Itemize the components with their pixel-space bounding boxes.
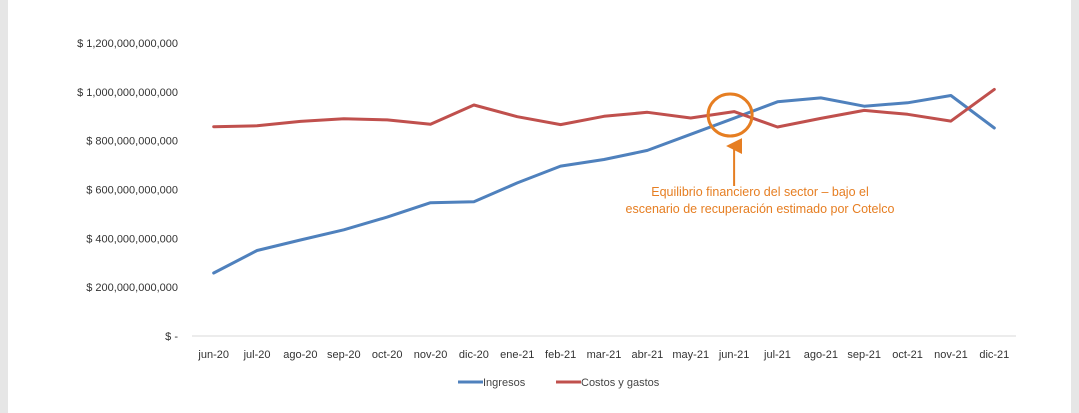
y-tick-label: $ - <box>165 331 178 343</box>
annotation-text-line1: Equilibrio financiero del sector – bajo … <box>651 185 869 199</box>
x-tick-label: jul-21 <box>763 349 791 361</box>
x-tick-label: ago-20 <box>283 349 317 361</box>
y-tick-label: $ 200,000,000,000 <box>86 282 178 294</box>
x-tick-label: oct-20 <box>372 349 403 361</box>
series-line <box>212 94 996 275</box>
x-tick-label: sep-20 <box>327 349 361 361</box>
legend-label: Ingresos <box>483 377 526 389</box>
x-tick-label: nov-20 <box>414 349 448 361</box>
chart-svg: $ - $ 200,000,000,000 $ 400,000,000,000 $ 6… <box>77 38 1016 389</box>
series-lines <box>212 87 996 275</box>
y-axis-ticks: $ - $ 200,000,000,000 $ 400,000,000,000 $ 6… <box>77 38 178 343</box>
x-axis-ticks: jun-20 jul-20 ago-20 sep-20 oct-20 nov-20 dic-… <box>197 349 1009 361</box>
x-tick-label: feb-21 <box>545 349 576 361</box>
x-tick-label: jun-20 <box>197 349 229 361</box>
x-tick-label: sep-21 <box>847 349 881 361</box>
y-tick-label: $ 600,000,000,000 <box>86 185 178 197</box>
legend-label: Costos y gastos <box>581 377 660 389</box>
y-tick-label: $ 1,200,000,000,000 <box>77 38 178 50</box>
x-tick-label: jul-20 <box>243 349 271 361</box>
x-tick-label: nov-21 <box>934 349 968 361</box>
x-tick-label: oct-21 <box>892 349 923 361</box>
x-tick-label: ene-21 <box>500 349 534 361</box>
y-tick-label: $ 800,000,000,000 <box>86 136 178 148</box>
x-tick-label: mar-21 <box>587 349 622 361</box>
annotation-text-line2: escenario de recuperación estimado por C… <box>626 202 895 216</box>
annotation: Equilibrio financiero del sector – bajo … <box>626 92 895 216</box>
annotation-circle <box>706 92 754 138</box>
x-tick-label: may-21 <box>672 349 709 361</box>
y-tick-label: $ 400,000,000,000 <box>86 233 178 245</box>
legend: Ingresos Costos y gastos <box>458 377 660 389</box>
y-tick-label: $ 1,000,000,000,000 <box>77 87 178 99</box>
chart-frame: $ - $ 200,000,000,000 $ 400,000,000,000 $ 6… <box>8 0 1071 413</box>
x-tick-label: ago-21 <box>804 349 838 361</box>
x-tick-label: dic-20 <box>459 349 489 361</box>
series-line <box>212 87 996 129</box>
x-tick-label: dic-21 <box>979 349 1009 361</box>
x-tick-label: abr-21 <box>631 349 663 361</box>
x-tick-label: jun-21 <box>718 349 750 361</box>
